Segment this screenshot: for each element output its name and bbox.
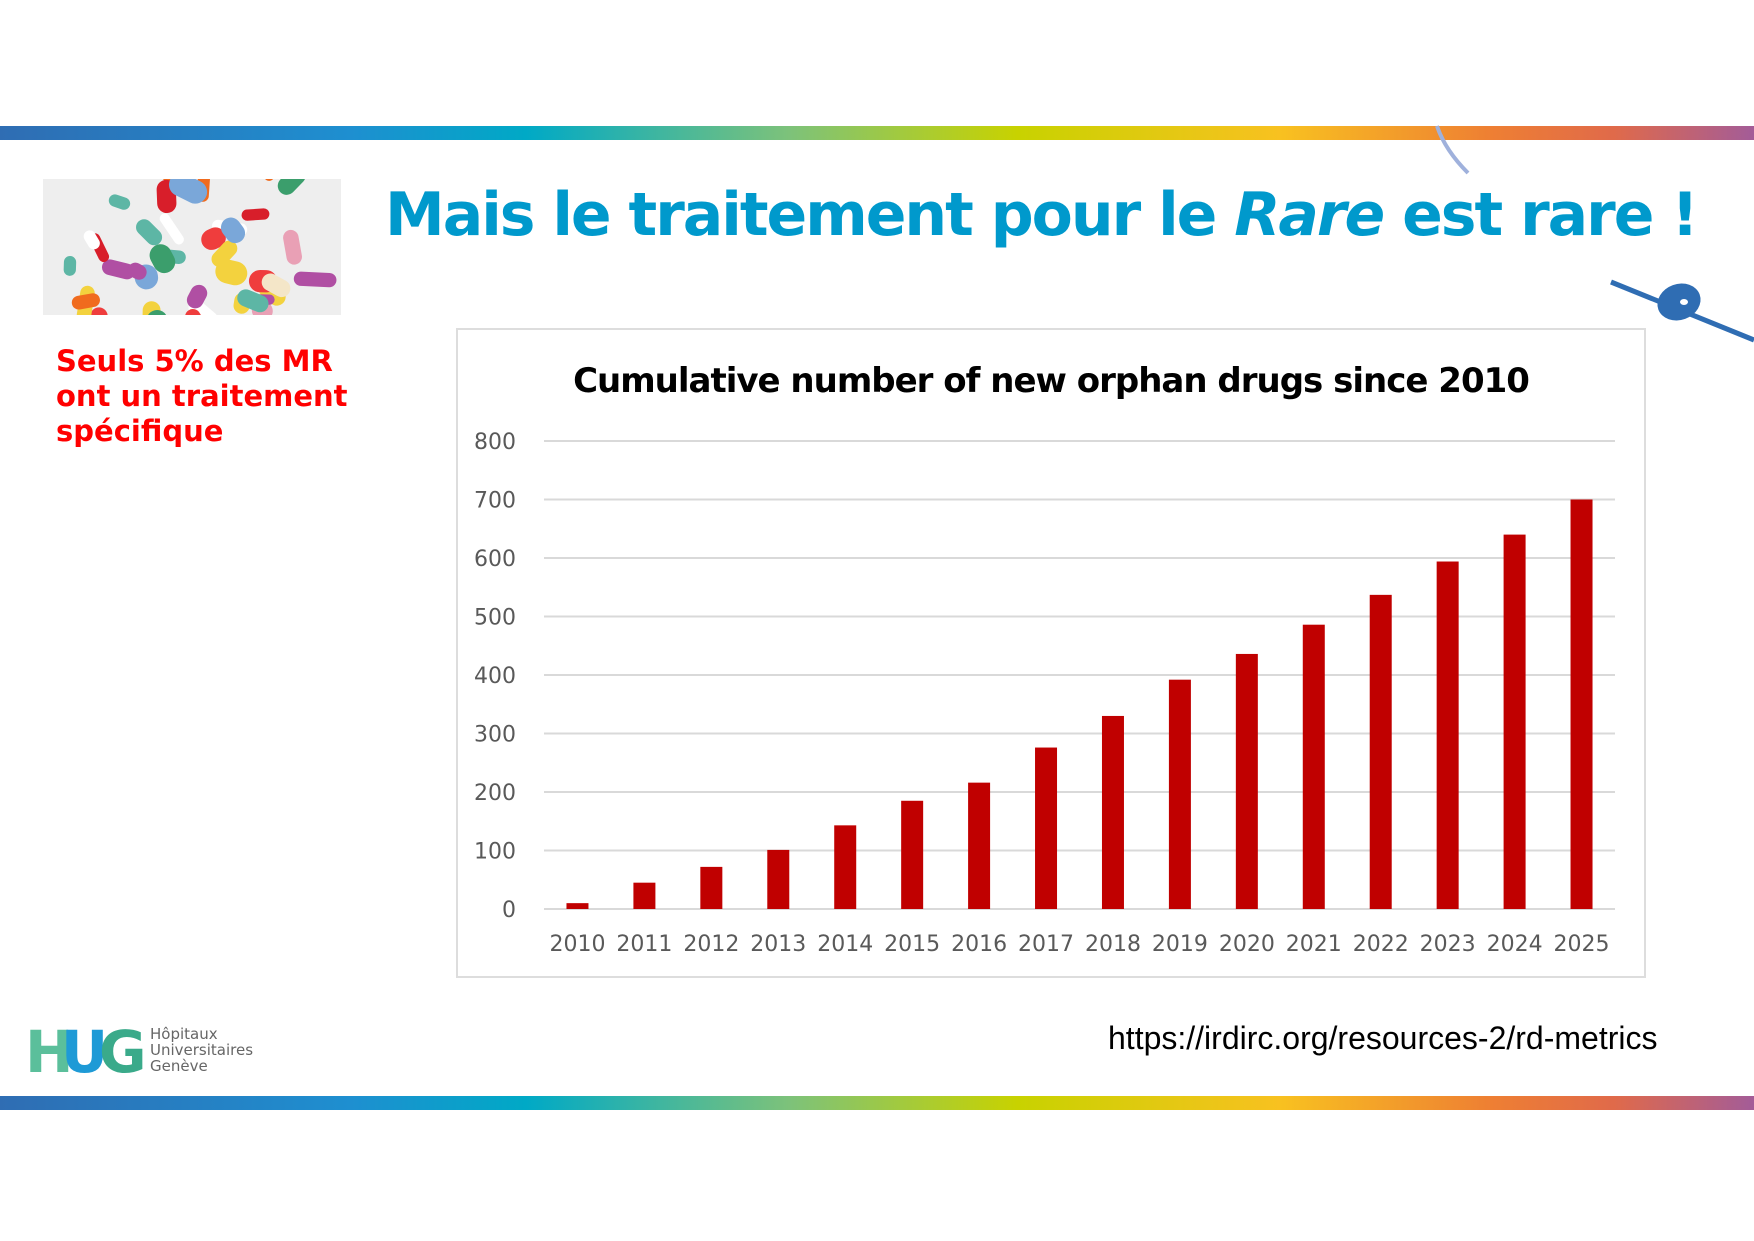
pill-shape [168, 179, 208, 204]
title-italic-word: Rare [1234, 180, 1385, 250]
y-tick-label: 400 [474, 664, 516, 689]
x-tick-label: 2025 [1554, 932, 1610, 957]
bar-2019 [1168, 679, 1191, 909]
y-tick-label: 800 [474, 430, 516, 455]
pill-shape [277, 179, 306, 195]
bar-2014 [834, 825, 857, 909]
side-note: Seuls 5% des MR ont un traitement spécif… [56, 344, 348, 448]
pill-shape [293, 271, 337, 288]
x-tick-label: 2023 [1420, 932, 1476, 957]
logo-line-3: Genève [150, 1057, 208, 1075]
pill-shape [215, 259, 248, 286]
bar-2017 [1035, 747, 1058, 909]
pill-shape [149, 244, 176, 274]
x-tick-label: 2024 [1487, 932, 1543, 957]
x-tick-label: 2012 [683, 932, 739, 957]
bar-2024 [1503, 534, 1526, 909]
bottom-color-band [0, 1096, 1754, 1110]
x-tick-label: 2020 [1219, 932, 1275, 957]
logo-line-2: Universitaires [150, 1041, 254, 1059]
logo-line-1: Hôpitaux [150, 1025, 218, 1043]
pill-shape [136, 219, 163, 246]
pill-shape [90, 307, 108, 315]
bar-2010 [566, 903, 589, 909]
bar-2012 [700, 866, 723, 909]
title-text-end: est rare ! [1383, 180, 1699, 250]
bar-2015 [901, 800, 924, 909]
pill-shape [261, 273, 291, 298]
pill-shape [142, 301, 161, 315]
svg-text:H: H [25, 1022, 69, 1078]
bar-2023 [1436, 561, 1459, 909]
title-text: Mais le traitement pour le [385, 180, 1235, 250]
pill-shape [108, 194, 131, 210]
pill-shape [220, 217, 246, 244]
pill-shape [256, 179, 275, 181]
hug-logo-mark: H U G [25, 1018, 147, 1086]
y-tick-label: 300 [474, 723, 516, 748]
pill-shape [237, 289, 269, 313]
x-tick-label: 2021 [1286, 932, 1342, 957]
pill-shape [63, 255, 77, 276]
pill-shape [186, 284, 208, 309]
x-tick-label: 2017 [1018, 932, 1074, 957]
pill-shape [241, 208, 270, 221]
x-tick-label: 2010 [549, 932, 605, 957]
x-tick-label: 2013 [750, 932, 806, 957]
bar-2020 [1235, 653, 1258, 909]
svg-text:G: G [99, 1022, 145, 1078]
bar-2025 [1570, 499, 1593, 909]
bar-2011 [633, 882, 656, 909]
x-tick-label: 2011 [616, 932, 672, 957]
bar-chart: Cumulative number of new orphan drugs si… [474, 361, 1615, 957]
y-tick-label: 100 [474, 840, 516, 865]
chart-container: Cumulative number of new orphan drugs si… [456, 328, 1646, 978]
chart-title: Cumulative number of new orphan drugs si… [573, 361, 1529, 401]
x-tick-label: 2015 [884, 932, 940, 957]
x-tick-label: 2014 [817, 932, 873, 957]
y-tick-label: 200 [474, 781, 516, 806]
pill-shape [184, 309, 203, 315]
pill-shape [201, 227, 226, 250]
pill-shape [211, 240, 238, 268]
bar-2018 [1101, 715, 1124, 909]
pill-shape [83, 230, 100, 250]
y-tick-label: 0 [502, 898, 516, 923]
pill-shape [283, 229, 302, 265]
bar-2013 [767, 849, 790, 909]
bar-2022 [1369, 594, 1392, 909]
pills-image [43, 179, 341, 315]
pill-shape [101, 259, 135, 280]
bar-2016 [968, 782, 991, 909]
y-tick-label: 600 [474, 547, 516, 572]
svg-text:U: U [61, 1022, 103, 1078]
pill-shape [159, 213, 184, 245]
slide-title: Mais le traitement pour le Rare est rare… [385, 180, 1699, 250]
y-tick-label: 500 [474, 606, 516, 631]
x-tick-label: 2022 [1353, 932, 1409, 957]
hug-logo: H U G Hôpitaux Universitaires Genève [25, 1018, 253, 1086]
decorative-swoosh [1435, 125, 1754, 343]
bar-2021 [1302, 624, 1325, 909]
pill-shape [127, 262, 147, 280]
x-tick-label: 2016 [951, 932, 1007, 957]
top-color-band [0, 126, 1754, 140]
y-tick-label: 700 [474, 489, 516, 514]
x-tick-label: 2019 [1152, 932, 1208, 957]
pill-shape [71, 293, 100, 310]
x-tick-label: 2018 [1085, 932, 1141, 957]
source-link[interactable]: https://irdirc.org/resources-2/rd-metric… [1108, 1020, 1658, 1056]
